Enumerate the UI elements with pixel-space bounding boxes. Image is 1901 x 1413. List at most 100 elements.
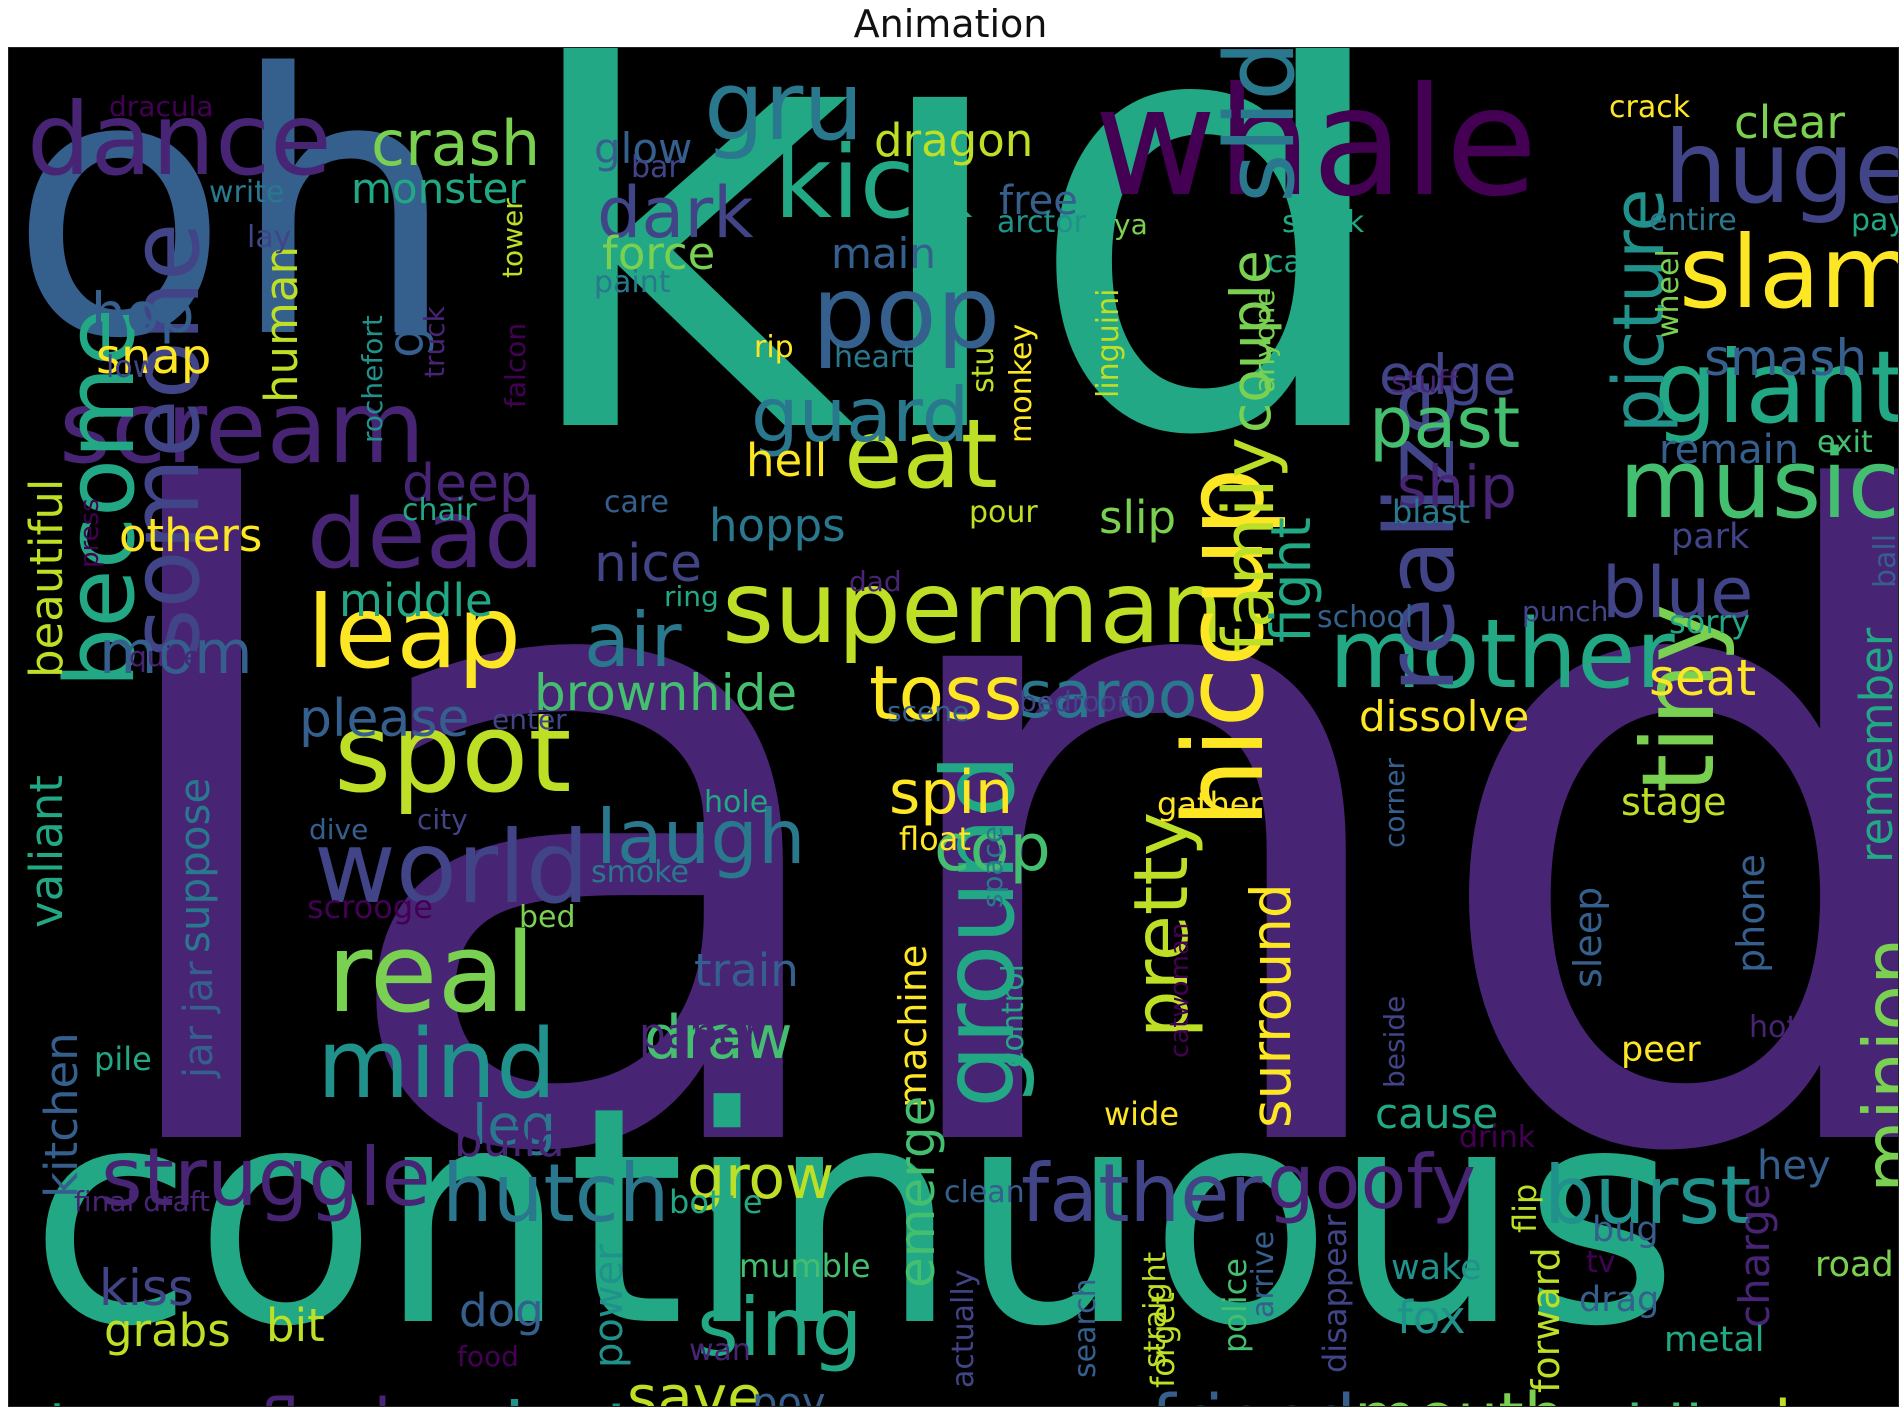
word-catwoman: catwoman (1165, 922, 1195, 1058)
word-dad: dad (849, 565, 902, 598)
word-edge: edge (1379, 343, 1517, 407)
word-machine: machine (891, 944, 935, 1108)
word-mind: mind (317, 1010, 557, 1120)
word-hole: hole (704, 785, 769, 820)
word-tree: tree (49, 1395, 166, 1406)
word-gather: gather (1157, 785, 1263, 823)
word-wan: wan (689, 1333, 751, 1368)
word-gru: gru (704, 52, 864, 162)
word-food: food (457, 1340, 519, 1373)
word-cat: cat (1267, 245, 1314, 280)
word-saroo: saroo (1019, 658, 1198, 733)
word-smash: smash (1704, 329, 1868, 387)
word-arrive: arrive (1246, 1230, 1281, 1318)
word-mom: mom (99, 618, 253, 688)
word-beautiful: beautiful (20, 478, 73, 678)
word-actually: actually (946, 1269, 981, 1388)
word-blue: blue (1602, 552, 1754, 634)
word-nice: nice (594, 534, 702, 594)
word-dracula: dracula (109, 90, 214, 123)
word-deep: deep (402, 454, 532, 514)
word-arctor: arctor (997, 205, 1087, 240)
word-sleep: sleep (1566, 886, 1610, 988)
word-friend: friend (1151, 1386, 1356, 1406)
word-hide: hide (689, 664, 798, 722)
word-struggle: struggle (101, 1131, 431, 1224)
chart-title: Animation (853, 2, 1048, 46)
word-dog: dog (459, 1284, 544, 1337)
word-pay: pay (1851, 203, 1898, 238)
word-metal: metal (1664, 1320, 1765, 1360)
word-drink: drink (1459, 1120, 1536, 1155)
word-forward: forward (1524, 1247, 1568, 1393)
word-music: music (1619, 430, 1899, 540)
word-pour: pour (969, 495, 1038, 530)
word-smoke: smoke (591, 855, 689, 890)
word-surround: surround (1239, 883, 1303, 1128)
word-bed: bed (519, 900, 576, 935)
word-dive: dive (309, 813, 369, 846)
word-slide: slide (1206, 47, 1316, 203)
word-sing: sing (697, 1281, 863, 1374)
word-blast: blast (1392, 493, 1471, 531)
word-pop: pop (812, 254, 1001, 371)
word-coraline: coraline (839, 1403, 1158, 1407)
word-care: care (604, 485, 670, 520)
word-monkey: monkey (1004, 323, 1039, 443)
word-paper: paper (639, 1009, 762, 1058)
word-final-draft: final draft (74, 1185, 211, 1218)
word-write: write (209, 175, 285, 210)
word-mother: mother (1329, 600, 1675, 710)
word-rochefort: rochefort (356, 315, 389, 443)
word-father: father (1021, 1147, 1263, 1240)
word-dance: dance (27, 81, 332, 198)
word-human: human (255, 246, 308, 403)
word-beside: beside (1378, 995, 1411, 1088)
word-minion: minion (1847, 937, 1899, 1193)
word-burst: burst (1544, 1149, 1752, 1242)
word-heart: heart (834, 340, 914, 375)
word-fox: fox (1397, 1291, 1466, 1344)
word-soldier: soldier (1552, 1398, 1770, 1406)
word-dead: dead (307, 480, 545, 590)
word-float: float (899, 820, 971, 858)
word-hell: hell (746, 434, 828, 487)
word-middle: middle (339, 574, 493, 627)
word-lay: lay (247, 220, 292, 255)
word-air: air (584, 596, 682, 684)
word-seat: seat (1649, 649, 1757, 707)
word-valiant: valiant (20, 775, 73, 928)
word-stage: stage (1621, 780, 1727, 824)
word-shut: shut (462, 1393, 636, 1407)
word-kiss: kiss (99, 1259, 194, 1317)
word-school: school (1317, 600, 1414, 635)
word-hutch: hutch (442, 1147, 670, 1240)
word-falcon: falcon (499, 322, 532, 408)
word-mumble: mumble (739, 1247, 871, 1285)
word-bit: bit (266, 1299, 325, 1352)
word-space: space (976, 825, 1009, 908)
word-tower: tower (496, 198, 529, 278)
word-park: park (1671, 517, 1750, 557)
word-cloud: land kid continuous oh whale dance scream gru ki… (8, 47, 1899, 1407)
word-fight: fight (1259, 517, 1323, 643)
word-flip: flip (1506, 1183, 1544, 1233)
word-disappear: disappear (1316, 1214, 1354, 1373)
word-corner: corner (1378, 757, 1411, 848)
word-hop: hop (91, 281, 195, 345)
word-hot: hot (1749, 1010, 1799, 1045)
word-kitchen: kitchen (35, 1032, 88, 1198)
word-hey: hey (1757, 1143, 1831, 1189)
word-truck: truck (418, 306, 451, 378)
word-huge: huge (1664, 109, 1899, 226)
word-cop: cop (934, 811, 1051, 886)
word-shrek: shrek (1282, 205, 1365, 240)
word-slip: slip (1099, 491, 1177, 544)
word-emerge: emerge (888, 1095, 946, 1288)
word-scrooge: scrooge (307, 888, 433, 926)
word-forget: forget (1144, 1292, 1182, 1388)
word-quite: quite (129, 640, 201, 673)
word-spin: spin (889, 758, 1014, 828)
word-exit: exit (1817, 425, 1873, 460)
word-laugh: laugh (596, 793, 806, 881)
